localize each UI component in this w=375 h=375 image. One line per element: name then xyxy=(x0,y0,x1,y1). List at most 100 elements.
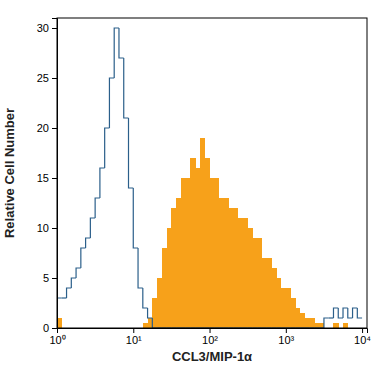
y-tick: 15 xyxy=(37,172,57,184)
y-axis-title: Relative Cell Number xyxy=(2,108,17,238)
histogram-step xyxy=(114,28,119,78)
histogram-step xyxy=(357,308,362,318)
histogram-bar xyxy=(205,158,210,328)
histogram-bar xyxy=(252,238,257,328)
x-tick-label: 10⁴ xyxy=(354,334,371,346)
histogram-bar xyxy=(229,208,234,328)
x-tick-mark xyxy=(286,328,287,333)
x-tick-label: 10¹ xyxy=(126,334,142,346)
y-tick-mark xyxy=(52,28,57,29)
y-tick-mark xyxy=(52,178,57,179)
x-tick-mark xyxy=(362,328,363,333)
histogram-step xyxy=(324,318,329,328)
x-tick: 10¹ xyxy=(126,328,142,346)
histogram-bar xyxy=(200,138,205,328)
y-tick: 10 xyxy=(37,222,57,234)
y-tick-mark xyxy=(52,78,57,79)
y-axis-line xyxy=(52,19,58,329)
histogram-bar xyxy=(143,323,148,328)
y-tick-label: 0 xyxy=(43,322,49,334)
histogram-step xyxy=(329,317,334,318)
histogram-step xyxy=(152,318,157,328)
y-tick-label: 5 xyxy=(43,272,49,284)
histogram-step xyxy=(71,278,76,288)
histogram-bar xyxy=(343,323,348,328)
histogram-step xyxy=(81,248,86,268)
y-tick-label: 20 xyxy=(37,122,49,134)
y-tick: 0 xyxy=(43,322,57,334)
x-tick: 10³ xyxy=(278,328,294,346)
histogram-bar xyxy=(272,268,277,328)
histogram-step xyxy=(148,308,153,318)
y-tick-label: 25 xyxy=(37,72,49,84)
histogram-bar xyxy=(210,178,215,328)
x-tick: 10⁰ xyxy=(49,328,65,346)
histogram-bar xyxy=(152,298,157,328)
histogram-bar xyxy=(305,318,310,328)
histogram-bar xyxy=(300,313,305,328)
y-tick-mark xyxy=(52,328,57,329)
histogram-step xyxy=(119,28,124,58)
histogram-step xyxy=(100,168,105,198)
y-tick-label: 15 xyxy=(37,172,49,184)
histogram-bar xyxy=(248,228,253,328)
x-axis-title: CCL3/MIP-1α xyxy=(172,349,252,364)
histogram-step xyxy=(343,308,348,318)
histogram-step xyxy=(95,198,100,218)
histogram-step xyxy=(138,248,143,288)
histogram-bar xyxy=(310,318,315,328)
x-tick: 10² xyxy=(202,328,218,346)
histogram-step xyxy=(105,128,110,168)
histogram-bar xyxy=(333,323,338,328)
histogram-bar xyxy=(157,278,162,328)
histogram-step xyxy=(90,218,95,238)
x-tick-mark xyxy=(210,328,211,333)
histogram-bar xyxy=(233,208,238,328)
histogram-bar xyxy=(238,218,243,328)
histogram-bar xyxy=(219,198,224,328)
series xyxy=(57,28,362,328)
x-tick-label: 10² xyxy=(202,334,218,346)
histogram-step xyxy=(129,118,134,188)
histogram-step xyxy=(353,308,358,318)
y-tick-mark xyxy=(52,278,57,279)
histogram-bar xyxy=(291,298,296,328)
y-tick: 25 xyxy=(37,72,57,84)
histogram-bar xyxy=(162,248,167,328)
histogram-step xyxy=(109,78,114,128)
histogram-bar xyxy=(186,178,191,328)
histogram-step xyxy=(143,288,148,308)
y-axis: 0 5 10 15 20 25 30 xyxy=(37,19,58,335)
y-tick-label: 30 xyxy=(37,22,49,34)
x-axis: 10⁰ 10¹ 10² 10³ 10⁴ xyxy=(49,328,371,346)
plot-frame xyxy=(57,18,367,328)
histogram-step xyxy=(333,308,338,318)
histogram-bar xyxy=(224,198,229,328)
histogram-bar xyxy=(276,278,281,328)
x-tick-label: 10⁰ xyxy=(49,334,65,346)
plot-marks xyxy=(57,28,362,328)
series xyxy=(57,138,348,328)
x-tick-mark xyxy=(133,328,134,333)
x-axis-line xyxy=(58,329,368,334)
y-tick: 20 xyxy=(37,122,57,134)
histogram-bar xyxy=(314,323,319,328)
histogram-bar xyxy=(171,208,176,328)
histogram-step xyxy=(62,297,67,298)
histogram-bar xyxy=(181,178,186,328)
chart: 10⁰ 10¹ 10² 10³ 10⁴ 0 5 10 15 20 25 30 CCL3/MIP-1α Re… xyxy=(0,0,375,375)
histogram-step xyxy=(124,58,129,118)
y-tick-mark xyxy=(52,228,57,229)
histogram-bar xyxy=(190,158,195,328)
y-tick: 30 xyxy=(37,22,57,34)
histogram-step xyxy=(338,308,343,318)
x-tick-label: 10³ xyxy=(278,334,294,346)
histogram-bar xyxy=(176,198,181,328)
histogram-bar xyxy=(267,258,272,328)
y-tick: 5 xyxy=(43,272,57,284)
histogram-bar xyxy=(195,168,200,328)
x-tick: 10⁴ xyxy=(354,328,371,346)
histogram-bar xyxy=(167,228,172,328)
histogram-bar xyxy=(257,238,262,328)
y-tick-mark xyxy=(52,128,57,129)
